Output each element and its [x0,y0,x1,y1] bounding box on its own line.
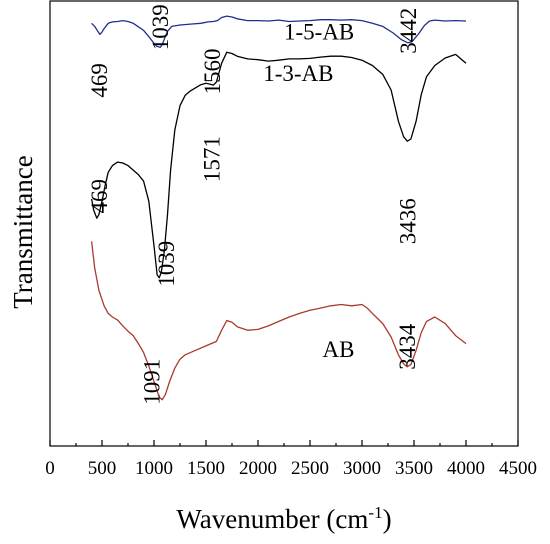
x-tick-label: 2000 [239,458,277,479]
y-axis-title: Transmittance [8,155,38,308]
peak-labels: 469 1039 1560 3442 469 1039 1571 3436 1091 3434 [87,4,421,404]
peak-label: 469 [87,63,112,98]
x-axis-tick-labels: 0 500 1000 1500 2000 2500 3000 3500 4000 4500 [45,458,537,479]
series-labels: 1-5-AB 1-3-AB AB [263,20,354,362]
x-tick-label: 2500 [291,458,329,479]
x-axis-ticks [49,440,519,446]
series-line-1-3-ab [90,51,467,279]
x-tick-label: 0 [45,458,55,479]
x-tick-label: 1000 [135,458,173,479]
x-tick-label: 3000 [343,458,381,479]
peak-label: 1560 [200,49,225,95]
peak-label: 3442 [396,8,421,54]
series-lines [90,15,467,401]
x-tick-label: 500 [88,458,117,479]
peak-label: 1039 [154,241,179,287]
series-line-1-5-ab [91,15,467,48]
x-tick-label: 3500 [395,458,433,479]
peak-label: 1039 [148,4,173,50]
peak-label: 3436 [395,198,420,244]
x-axis-title: Wavenumber (cm-1) [176,503,391,534]
series-label-1-3-ab: 1-3-AB [263,61,333,86]
peak-label: 3434 [395,323,420,370]
series-label-1-5-ab: 1-5-AB [284,20,354,45]
series-label-ab: AB [322,337,354,362]
x-tick-label: 4500 [499,458,537,479]
series-line-ab [90,241,467,401]
x-tick-label: 1500 [187,458,225,479]
peak-label: 1571 [199,136,224,182]
peak-label: 469 [87,179,112,214]
x-tick-label: 4000 [447,458,485,479]
peak-label: 1091 [140,359,165,405]
